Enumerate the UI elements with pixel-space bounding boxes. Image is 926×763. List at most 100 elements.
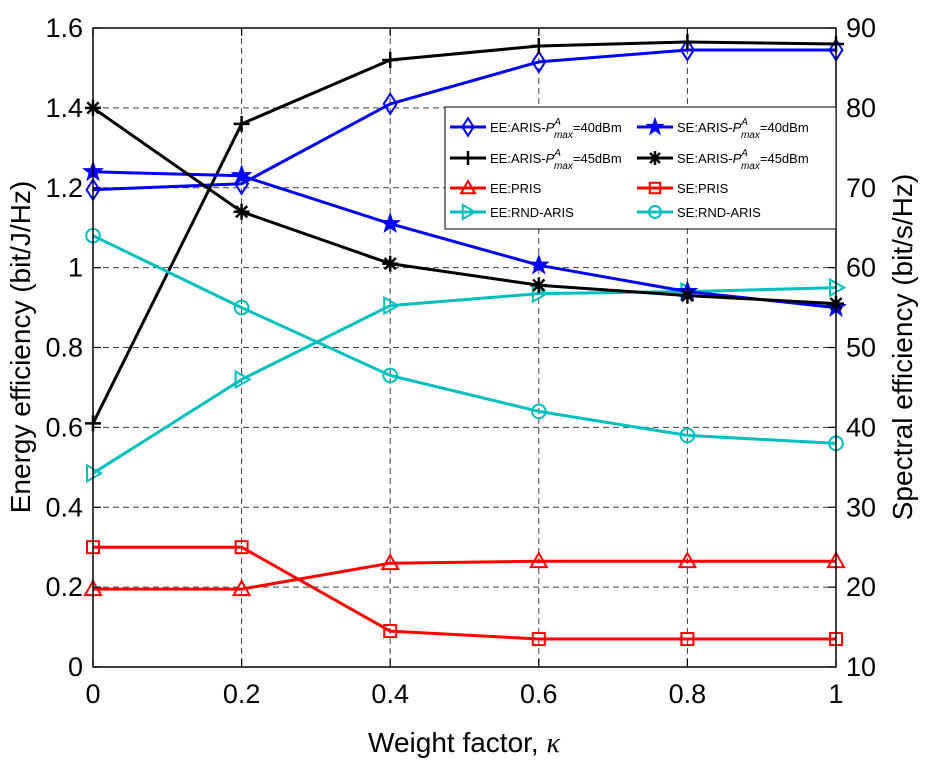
series-6	[86, 540, 843, 647]
legend-marker-square	[648, 181, 662, 195]
legend-marker-triangle-right	[461, 203, 478, 221]
legend-label-suffix: =40dBm	[760, 120, 809, 135]
y-tick-label-right: 80	[846, 93, 876, 123]
data-point-diamond	[531, 50, 547, 74]
legend-entry-3: EE:RND-ARIS	[450, 203, 574, 221]
legend-label: SE:ARIS-PA max=45dBm	[677, 148, 809, 172]
legend-entry-1: EE:ARIS-PA max=45dBm	[450, 148, 622, 172]
legend-label-text: SE:PRIS	[677, 181, 729, 196]
legend-label: SE:ARIS-PA max=40dBm	[677, 117, 809, 141]
legend-marker-triangle-up	[459, 178, 477, 195]
legend-label-text: EE:RND-ARIS	[490, 205, 574, 220]
legend-symbol-sub: max	[554, 130, 574, 141]
x-axis-label: Weight factor, κ	[368, 727, 560, 759]
legend-entry-6: SE:PRIS	[637, 181, 729, 196]
series-line-0	[92, 48, 836, 192]
y-tick-label-left: 0.8	[45, 333, 83, 363]
data-point-triangle-up	[677, 551, 698, 569]
x-tick-label: 1	[828, 679, 843, 709]
legend-label: EE:ARIS-PA max=45dBm	[490, 148, 622, 172]
legend-label-text: SE:ARIS-	[677, 120, 733, 135]
data-point-plus	[530, 37, 547, 54]
series-line-7	[92, 234, 837, 445]
series-line-5	[92, 106, 837, 306]
data-point-star	[527, 253, 550, 275]
data-point-plus	[233, 115, 250, 132]
data-point-circle	[531, 403, 547, 420]
legend-label-suffix: =45dBm	[760, 151, 809, 166]
legend: EE:ARIS-PA max=40dBm SE:ARIS-PA max=40dBmEE…	[444, 106, 837, 230]
data-point-asterisk-center	[238, 208, 245, 215]
y-tick-label-left: 0	[68, 652, 83, 682]
y-tick-label-left: 1.6	[45, 13, 83, 43]
data-point-diamond	[679, 38, 695, 62]
data-point-square	[680, 632, 695, 647]
data-point-asterisk-center	[684, 292, 691, 299]
y-axis-right-label: Spectral efficiency (bit/s/Hz)	[887, 174, 918, 521]
data-point-circle	[233, 299, 250, 316]
data-point-circle	[382, 367, 399, 384]
y-tick-label-right: 30	[846, 492, 876, 522]
legend-entry-2: EE:PRIS	[450, 178, 542, 196]
data-point-circle	[679, 427, 696, 444]
y-tick-label-right: 60	[846, 253, 876, 283]
y-tick-label-right: 90	[846, 13, 876, 43]
series-line-2	[93, 559, 836, 591]
legend-entry-4: SE:ARIS-PA max=40dBm	[637, 116, 809, 141]
legend-label-text: SE:RND-ARIS	[677, 205, 761, 220]
data-point-triangle-right	[829, 277, 847, 298]
legend-marker-star	[645, 116, 665, 136]
data-point-square	[234, 540, 249, 555]
x-tick-label: 0	[85, 679, 100, 709]
data-point-triangle-right	[383, 295, 401, 316]
data-point-square	[531, 632, 546, 647]
legend-label-text: EE:ARIS-	[490, 151, 546, 166]
legend-label: SE:RND-ARIS	[677, 205, 761, 220]
y-tick-label-left: 1.2	[45, 173, 83, 203]
legend-marker-plus	[461, 151, 475, 165]
legend-entry-0: EE:ARIS-PA max=40dBm	[450, 116, 622, 141]
legend-symbol-p: P	[546, 151, 555, 166]
x-tick-label: 0.8	[669, 679, 707, 709]
x-tick-label: 0.4	[371, 679, 409, 709]
data-point-plus	[679, 33, 696, 50]
y-tick-label-left: 0.4	[45, 492, 83, 522]
legend-symbol-p: P	[733, 151, 742, 166]
y-tick-label-right: 20	[846, 572, 876, 602]
y-tick-label-right: 40	[846, 412, 876, 442]
legend-label: SE:PRIS	[677, 181, 729, 196]
y-axis-left-label: Energy efficiency (bit/J/Hz)	[5, 181, 36, 514]
data-point-square	[383, 624, 398, 639]
data-point-triangle-right	[234, 369, 252, 390]
kappa-symbol: κ	[547, 728, 561, 759]
y-tick-label-left: 0.6	[45, 412, 83, 442]
legend-symbol-p: P	[546, 120, 555, 135]
y-tick-label-left: 0.2	[45, 572, 83, 602]
data-point-asterisk-center	[536, 282, 542, 288]
legend-symbol-sup: A	[740, 117, 748, 128]
data-point-star	[230, 164, 253, 186]
legend-symbol-sup: A	[553, 148, 561, 159]
data-point-triangle-right	[86, 463, 104, 484]
data-point-star	[379, 212, 402, 234]
y-tick-label-right: 10	[846, 652, 876, 682]
y-tick-label-left: 1.4	[45, 93, 83, 123]
x-axis-label-text: Weight factor,	[368, 727, 539, 758]
series-layer	[82, 33, 847, 647]
y-tick-label-right: 50	[846, 333, 876, 363]
legend-symbol-p: P	[733, 120, 742, 135]
legend-label-text: SE:ARIS-	[677, 151, 733, 166]
legend-label-text: EE:ARIS-	[490, 120, 546, 135]
series-line-3	[92, 286, 837, 475]
legend-label-suffix: =40dBm	[573, 120, 622, 135]
legend-entry-7: SE:RND-ARIS	[637, 205, 761, 220]
legend-label-text: EE:PRIS	[490, 181, 542, 196]
legend-marker-asterisk-center	[652, 155, 658, 161]
axis-ticks: 0 100.2 200.4 300.6 400.8 501 601.2 701.4 801.6 9…	[45, 13, 876, 709]
legend-label: EE:PRIS	[490, 181, 542, 196]
legend-label-suffix: =45dBm	[573, 151, 622, 166]
legend-marker-circle	[648, 205, 662, 219]
legend-label: EE:ARIS-PA max=40dBm	[490, 117, 622, 141]
x-tick-label: 0.2	[223, 679, 261, 709]
